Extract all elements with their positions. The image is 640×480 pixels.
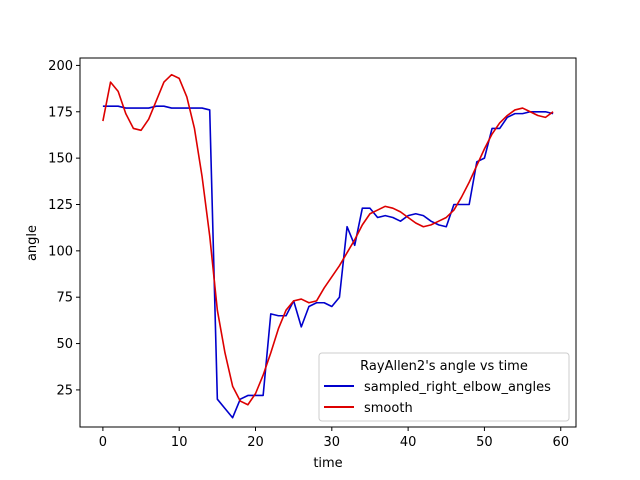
y-tick-label: 100 xyxy=(48,244,73,259)
x-tick-label: 50 xyxy=(476,435,493,450)
legend-label-smooth: smooth xyxy=(364,401,413,416)
plot-lines xyxy=(102,73,554,419)
series-line-smooth xyxy=(102,73,554,406)
y-tick-label: 25 xyxy=(56,383,73,398)
y-axis-label: angle xyxy=(25,225,40,261)
y-tick-label: 150 xyxy=(48,152,73,167)
legend: RayAllen2's angle vs time sampled_right_… xyxy=(318,352,570,422)
y-tick-label: 200 xyxy=(48,59,73,74)
x-tick-label: 60 xyxy=(552,435,569,450)
y-tick-label: 75 xyxy=(56,291,73,306)
y-tick-label: 50 xyxy=(56,337,73,352)
plot-area-frame xyxy=(79,57,577,428)
x-axis-ticks: 0 10 20 30 40 50 60 xyxy=(99,427,569,450)
legend-label-sampled: sampled_right_elbow_angles xyxy=(364,380,551,395)
x-tick-label: 30 xyxy=(324,435,341,450)
x-axis-label: time xyxy=(313,456,342,471)
legend-title: RayAllen2's angle vs time xyxy=(360,359,528,374)
y-tick-label: 175 xyxy=(48,105,73,120)
x-tick-label: 20 xyxy=(247,435,264,450)
legend-box xyxy=(318,352,570,422)
y-axis-ticks: 25 50 75 100 125 150 175 200 xyxy=(48,59,80,398)
x-tick-label: 10 xyxy=(171,435,188,450)
x-tick-label: 40 xyxy=(400,435,417,450)
x-tick-label: 0 xyxy=(99,435,107,450)
y-tick-label: 125 xyxy=(48,198,73,213)
